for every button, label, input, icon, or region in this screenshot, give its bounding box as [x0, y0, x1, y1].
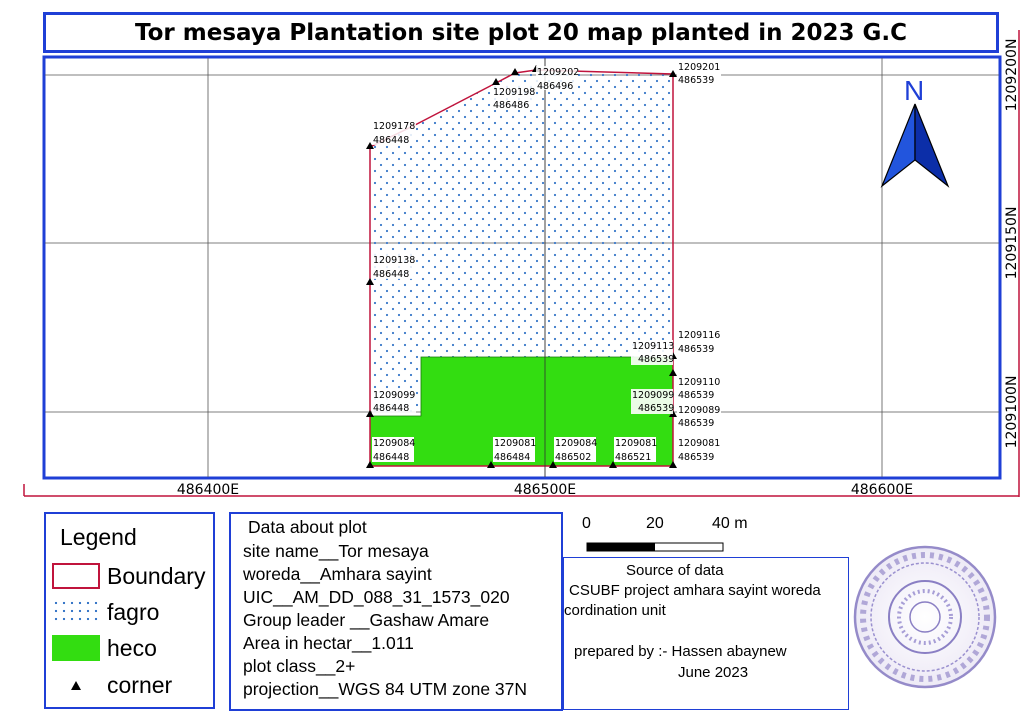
plot-info-box: Data about plot site name__Tor mesaya wo… — [229, 512, 563, 711]
legend-label: fagro — [107, 598, 160, 625]
svg-text:1209081: 1209081 — [615, 438, 657, 449]
legend: Legend Boundary fagro heco corner — [44, 512, 215, 709]
easting-labels: 486400E 486500E 486600E — [177, 482, 913, 498]
legend-item-fagro: fagro — [52, 598, 159, 626]
plot-info-group-leader: Group leader __Gashaw Amare — [243, 610, 490, 630]
svg-text:486539: 486539 — [638, 403, 674, 414]
svg-text:486448: 486448 — [373, 452, 409, 463]
easting-label: 486400E — [177, 482, 239, 498]
source-line: CSUBF project amhara sayint woreda — [569, 582, 821, 599]
svg-text:486496: 486496 — [537, 81, 573, 92]
svg-text:486539: 486539 — [678, 390, 714, 401]
legend-label: heco — [107, 634, 157, 661]
svg-text:486448: 486448 — [373, 403, 409, 414]
map-title: Tor mesaya Plantation site plot 20 map p… — [135, 19, 907, 46]
svg-text:1209138: 1209138 — [373, 255, 415, 266]
legend-item-corner: corner — [52, 671, 172, 699]
office-stamp-icon — [853, 545, 997, 689]
source-box: Source of data CSUBF project amhara sayi… — [563, 557, 849, 710]
svg-text:1209110: 1209110 — [678, 377, 720, 388]
northing-label: 1209150N — [1004, 207, 1020, 280]
svg-text:486539: 486539 — [678, 452, 714, 463]
source-heading: Source of data — [626, 562, 724, 579]
svg-text:1209081: 1209081 — [678, 438, 720, 449]
svg-text:486521: 486521 — [615, 452, 651, 463]
svg-text:1209084: 1209084 — [555, 438, 597, 449]
svg-text:486539: 486539 — [678, 418, 714, 429]
plot-info-area: Area in hectar__1.011 — [243, 633, 414, 653]
plot-info-uic: UIC__AM_DD_088_31_1573_020 — [243, 587, 510, 607]
svg-text:1209099: 1209099 — [632, 390, 674, 401]
svg-text:486502: 486502 — [555, 452, 591, 463]
scale-label: 0 — [582, 515, 591, 532]
plot-info-woreda: woreda__Amhara sayint — [243, 564, 432, 584]
corner-swatch-icon — [52, 672, 100, 698]
corner-labels: 1209202 486496 1209201 486539 1209198 48… — [372, 61, 721, 463]
corner-label-group: 1209202 486496 — [536, 66, 579, 92]
prepared-by: prepared by :- Hassen abaynew — [574, 643, 787, 660]
northing-label: 1209100N — [1004, 376, 1020, 449]
svg-text:1209113: 1209113 — [632, 341, 674, 352]
svg-text:1209089: 1209089 — [678, 405, 720, 416]
plot-info-heading: Data about plot — [248, 517, 367, 537]
svg-text:1209198: 1209198 — [493, 87, 535, 98]
easting-label: 486500E — [514, 482, 576, 498]
svg-text:1209201: 1209201 — [678, 62, 720, 73]
legend-title: Legend — [60, 524, 137, 550]
svg-text:486486: 486486 — [493, 100, 529, 111]
plot-info-projection: projection__WGS 84 UTM zone 37N — [243, 679, 528, 699]
legend-item-heco: heco — [52, 634, 157, 662]
scale-bar — [586, 542, 724, 552]
legend-item-boundary: Boundary — [52, 562, 205, 590]
legend-label: corner — [107, 671, 173, 698]
svg-text:1209116: 1209116 — [678, 330, 720, 341]
prepared-date: June 2023 — [678, 664, 749, 681]
title-box: Tor mesaya Plantation site plot 20 map p… — [43, 12, 999, 53]
fagro-swatch-icon — [52, 599, 100, 625]
northing-labels: 1209100N 1209150N 1209200N — [1004, 39, 1020, 449]
svg-text:486539: 486539 — [678, 75, 714, 86]
northing-label: 1209200N — [1004, 39, 1020, 112]
legend-label: Boundary — [107, 562, 206, 589]
north-arrow-icon — [880, 103, 950, 188]
svg-text:1209081: 1209081 — [494, 438, 536, 449]
svg-text:486484: 486484 — [494, 452, 530, 463]
north-label: N — [904, 75, 925, 106]
svg-text:486539: 486539 — [678, 344, 714, 355]
boundary-swatch-icon — [52, 563, 100, 589]
scale-label: 40 m — [712, 515, 748, 532]
svg-text:486448: 486448 — [373, 269, 409, 280]
svg-text:1209084: 1209084 — [373, 438, 415, 449]
heco-swatch-icon — [52, 635, 100, 661]
svg-text:1209099: 1209099 — [373, 390, 415, 401]
source-line: cordination unit — [564, 602, 666, 619]
svg-text:486539: 486539 — [638, 354, 674, 365]
scale-label: 20 — [646, 515, 664, 532]
easting-label: 486600E — [851, 482, 913, 498]
svg-text:1209202: 1209202 — [537, 67, 579, 78]
svg-text:1209178: 1209178 — [373, 121, 415, 132]
svg-text:486448: 486448 — [373, 135, 409, 146]
plot-info-site-name: site name__Tor mesaya — [243, 541, 429, 561]
plot-info-class: plot class__2+ — [243, 656, 356, 676]
